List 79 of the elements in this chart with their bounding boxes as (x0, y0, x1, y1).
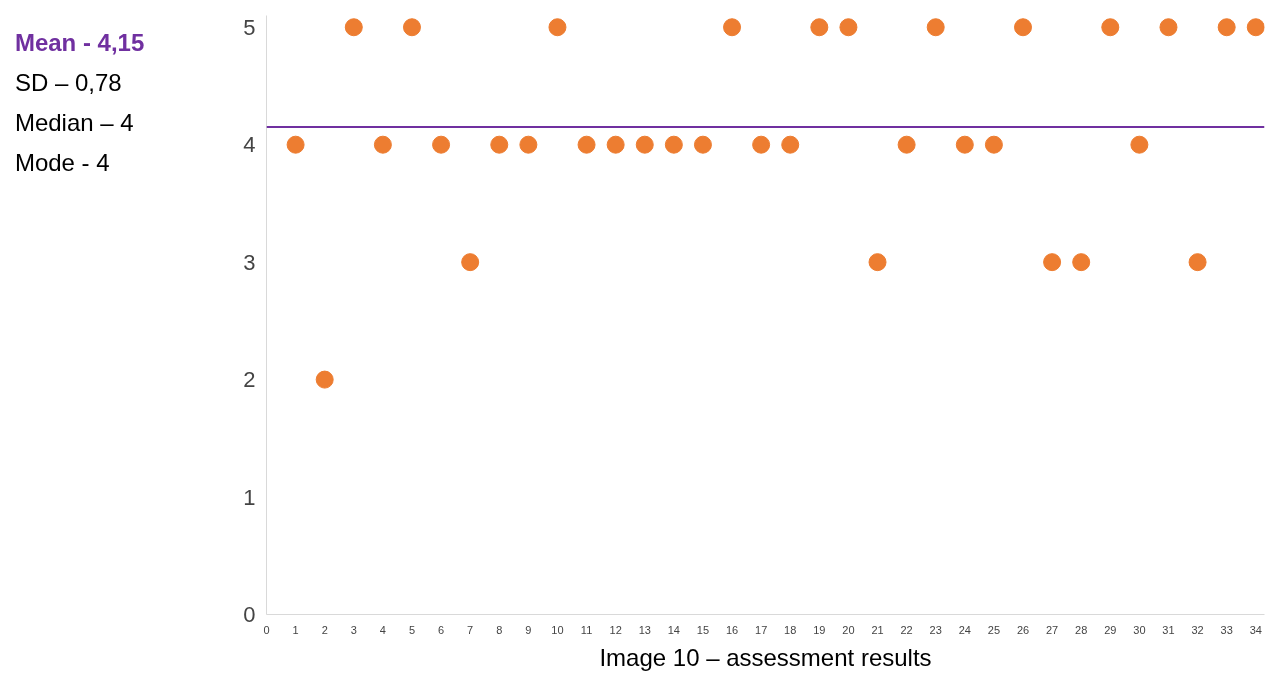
point (723, 18, 742, 37)
point (635, 135, 654, 154)
x-tick-label: 16 (725, 623, 739, 636)
point (315, 370, 334, 389)
x-tick-label: 17 (755, 623, 768, 636)
point (955, 135, 974, 154)
point (984, 135, 1003, 154)
x-tick-label: 22 (900, 623, 913, 636)
x-tick-label: 34 (1249, 623, 1262, 636)
point (1246, 18, 1265, 37)
point (373, 135, 392, 154)
x-tick-label: 5 (408, 623, 416, 636)
x-tick-label: 13 (638, 623, 651, 636)
text: Median – 4 (14, 109, 134, 137)
x-tick-label: 21 (871, 623, 884, 636)
x-tick-label: 2 (321, 623, 328, 636)
point (664, 135, 683, 154)
y-tick-label: 2 (243, 367, 256, 393)
point (402, 18, 421, 37)
point (1101, 18, 1120, 37)
point (461, 253, 480, 272)
point (1217, 18, 1236, 37)
x-tick-label: 26 (1016, 623, 1030, 636)
y-tick-label: 5 (243, 14, 256, 40)
x-tick-label: 27 (1045, 623, 1059, 636)
x-tick-label: 6 (438, 623, 445, 636)
x-tick-label: 25 (987, 623, 1001, 636)
x-tick-label: 24 (958, 623, 971, 636)
text: SD – 0,78 (14, 69, 122, 97)
y-tick-label: 3 (243, 249, 256, 275)
x-tick-label: 23 (929, 623, 942, 636)
text: Mode - 4 (14, 149, 110, 177)
x-tick-label: 32 (1191, 623, 1204, 636)
point (606, 135, 625, 154)
x-tick-label: 11 (580, 623, 593, 636)
point (548, 18, 567, 37)
point (1072, 253, 1091, 272)
x-tick-label: 9 (525, 623, 532, 636)
x-tick-label: 3 (350, 623, 357, 636)
point (1014, 18, 1032, 37)
x-tick-label: 30 (1133, 623, 1146, 636)
x-tick-label: 4 (379, 623, 386, 636)
x-tick-label: 31 (1162, 623, 1175, 636)
text: Image 10 – assessment results (599, 643, 932, 671)
x-tick-label: 18 (784, 623, 797, 636)
x-tick-label: 28 (1075, 623, 1088, 636)
y-tick-label: 4 (243, 132, 256, 158)
x-tick-label: 12 (609, 623, 622, 636)
point (432, 135, 451, 154)
point (1130, 135, 1149, 154)
point (490, 135, 509, 154)
x-tick-label: 29 (1104, 623, 1117, 636)
point (839, 18, 858, 37)
point (752, 135, 771, 154)
point (781, 135, 800, 154)
x-tick-label: 15 (696, 623, 710, 636)
x-tick-label: 1 (292, 623, 299, 636)
point (897, 135, 916, 154)
x-tick-label: 7 (467, 623, 474, 636)
point (577, 135, 596, 154)
x-tick-label: 0 (263, 623, 270, 636)
x-tick-label: 33 (1220, 623, 1233, 636)
point (693, 135, 712, 154)
point (286, 135, 305, 154)
x-tick-label: 19 (813, 623, 826, 636)
point (519, 135, 538, 154)
point (868, 253, 887, 272)
x-tick-label: 20 (842, 623, 855, 636)
x-tick-label: 10 (551, 623, 564, 636)
point (1043, 253, 1062, 272)
point (344, 18, 363, 37)
x-tick-label: 8 (496, 623, 503, 636)
y-tick-label: 1 (243, 484, 256, 510)
point (926, 18, 945, 37)
point (810, 18, 829, 37)
x-tick-label: 14 (667, 623, 680, 636)
point (1159, 18, 1178, 37)
point (1188, 253, 1207, 272)
ref-line-label: Mean - 4,15 (14, 28, 145, 56)
